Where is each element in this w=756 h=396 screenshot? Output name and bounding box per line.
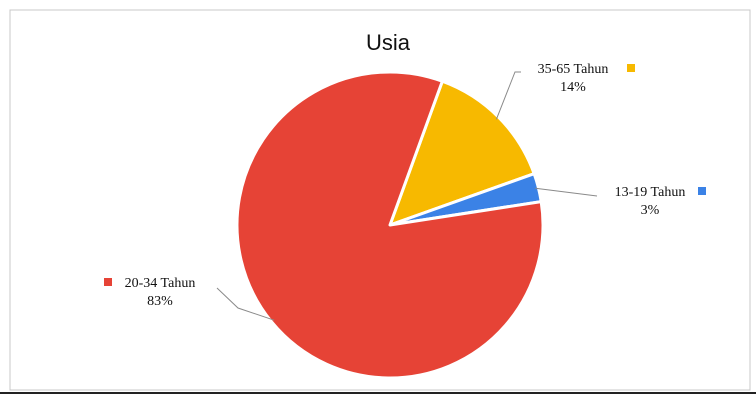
- slice-value-label: 3%: [641, 203, 660, 218]
- slice-marker: [627, 64, 635, 72]
- slice-value-label: 83%: [147, 294, 173, 309]
- pie-slices: [235, 70, 545, 380]
- slice-category-label: 35-65 Tahun: [538, 62, 609, 77]
- slice-value-label: 14%: [560, 80, 586, 95]
- pie-slice-20-34-tahun: [235, 70, 545, 380]
- slice-marker: [104, 278, 112, 286]
- leader-line: [535, 187, 598, 197]
- slice-category-label: 20-34 Tahun: [125, 276, 196, 291]
- slice-category-label: 13-19 Tahun: [615, 185, 686, 200]
- slice-marker: [698, 187, 706, 195]
- chart-title: Usia: [366, 30, 411, 55]
- slice-labels: 35-65 Tahun 14% 13-19 Tahun 3% 20-34 Tahun 83…: [104, 62, 706, 309]
- leader-line: [495, 71, 521, 120]
- leader-lines: [216, 71, 598, 321]
- pie-slice-35-65-tahun: [388, 79, 536, 227]
- leader-line: [216, 287, 275, 321]
